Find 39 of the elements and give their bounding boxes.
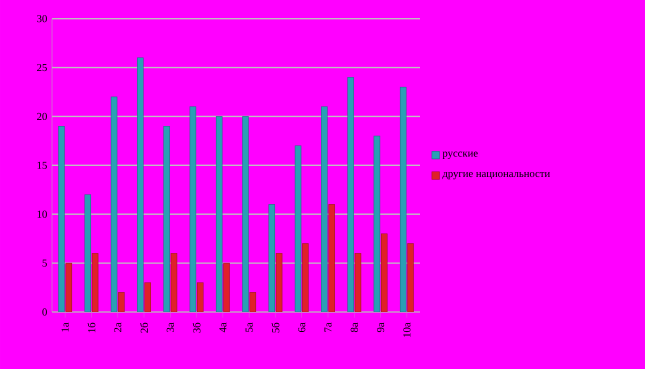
x-tick-label: 5а — [246, 322, 253, 332]
y-tick-label: 5 — [42, 260, 47, 267]
bar — [216, 116, 222, 312]
bar — [84, 194, 92, 312]
bar — [163, 126, 170, 312]
x-tick-label: 5б — [272, 322, 280, 333]
bar — [190, 106, 196, 312]
bar — [137, 58, 144, 312]
y-tick-label: 30 — [37, 15, 47, 22]
legend-label: русские — [442, 152, 478, 159]
bar — [302, 243, 309, 312]
bar — [328, 204, 335, 312]
y-tick-label: 10 — [38, 210, 47, 218]
bar — [321, 106, 328, 312]
bar — [66, 262, 72, 312]
x-tick-label: 6а — [298, 322, 306, 332]
x-tick-label: 7а — [324, 322, 332, 332]
x-tick-label: 9а — [376, 322, 384, 332]
legend-label: другие национальности — [442, 172, 550, 180]
x-tick-label: 8а — [350, 322, 358, 332]
bar — [268, 204, 276, 312]
y-tick-label: 15 — [38, 162, 47, 169]
x-tick-label: 10а — [403, 322, 410, 337]
x-tick-label: 1б — [88, 322, 96, 332]
bar — [347, 77, 354, 312]
x-tick-label: 4а — [219, 322, 226, 332]
x-tick-label: 2б — [140, 322, 148, 333]
bar — [400, 86, 406, 312]
x-tick-label: 3б — [192, 322, 200, 333]
bar — [276, 253, 282, 312]
bar — [374, 136, 380, 312]
bar — [380, 234, 388, 312]
bar — [92, 253, 98, 312]
y-tick-label: 25 — [37, 64, 47, 72]
y-tick-label: 0 — [42, 308, 47, 316]
x-tick-label: 2а — [114, 322, 122, 332]
y-tick-label: 20 — [37, 112, 47, 120]
x-tick-label: 1а — [62, 322, 69, 332]
x-tick-label: 3а — [166, 322, 174, 332]
